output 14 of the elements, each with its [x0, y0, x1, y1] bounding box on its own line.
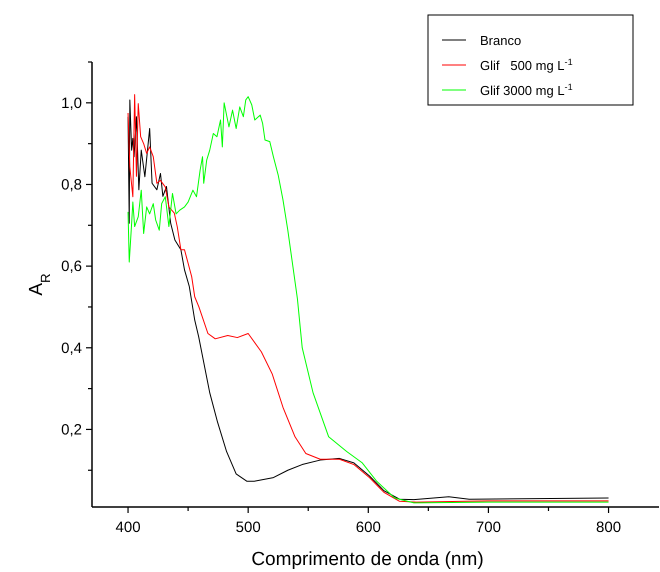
legend-label: Glif 3000 mg L$^{-1}$	[480, 82, 573, 98]
x-tick-label: 700	[476, 519, 501, 536]
x-tick-label: 800	[596, 519, 622, 536]
x-tick-label: 600	[356, 519, 381, 536]
x-axis-title: Comprimento de onda (nm)	[251, 549, 484, 570]
legend-label: Glif 500 mg L$^{-1}$	[480, 57, 573, 73]
y-tick-label: 0,4	[61, 340, 82, 357]
y-tick-label: 0,6	[61, 258, 82, 276]
legend-label: Branco	[480, 33, 522, 48]
y-tick-label: 0,8	[61, 176, 82, 194]
y-tick-label: 1,0	[61, 94, 82, 112]
x-tick-label: 500	[236, 519, 261, 536]
x-tick-label: 400	[116, 519, 141, 536]
y-tick-label: 0,2	[61, 421, 82, 438]
